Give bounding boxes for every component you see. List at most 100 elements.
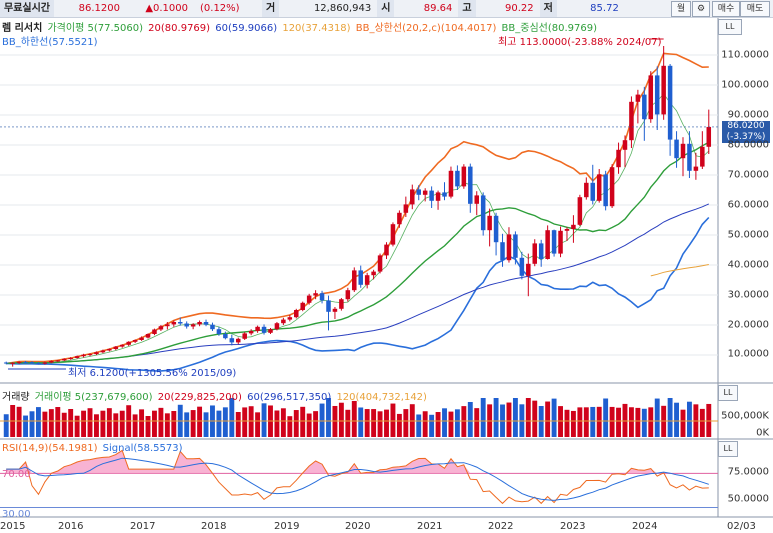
bb-lower-line — [6, 216, 710, 372]
volume-bar — [190, 410, 196, 437]
price-y-tick: 60.0000 — [727, 199, 769, 211]
volume-bar — [306, 413, 312, 437]
volume-bar — [100, 410, 106, 437]
volume-bar — [197, 406, 203, 437]
candle-body — [622, 140, 628, 150]
volume-bar — [222, 407, 228, 437]
volume-bar — [442, 408, 447, 437]
candle-body — [10, 362, 15, 364]
candle-body — [61, 358, 67, 361]
gear-icon[interactable]: ⚙ — [692, 1, 710, 17]
volume-bar — [525, 398, 531, 437]
volume-bar — [48, 409, 54, 437]
volume-bar — [384, 409, 389, 437]
low-label: 저 — [539, 0, 557, 17]
volume-bar — [313, 411, 319, 437]
candle-body — [306, 295, 312, 303]
candle-body — [487, 215, 492, 231]
high-value: 90.22 — [504, 3, 534, 14]
volume-bar — [545, 401, 551, 437]
volume-bar — [16, 406, 22, 437]
current-price-tag-change: (-3.37%) — [726, 132, 766, 142]
x-tick: 2023 — [560, 521, 586, 532]
open-value: 89.64 — [423, 3, 453, 14]
price-y-tick: 80.0000 — [727, 139, 769, 151]
volume-bar — [274, 410, 280, 437]
volume-bar — [558, 406, 563, 437]
volume-bar — [603, 398, 609, 437]
candle-body — [119, 344, 125, 347]
volume-ll-button[interactable]: LL — [718, 385, 738, 401]
sell-button[interactable]: 매도 — [740, 1, 770, 17]
candle-body — [139, 337, 144, 340]
candle-body — [506, 234, 512, 261]
candle-body — [642, 94, 647, 120]
volume-bar — [454, 409, 460, 437]
volume-bar — [248, 406, 254, 437]
volume-bar — [609, 406, 615, 437]
candle-body — [416, 189, 421, 195]
rsi-ll-button[interactable]: LL — [718, 441, 738, 457]
candle-body — [564, 229, 570, 231]
high-label: 고 — [458, 0, 476, 17]
volume-bar — [68, 409, 74, 437]
candle-body — [23, 361, 28, 363]
low-note: 최저 6.1200(+1305.56% 2015/09) — [68, 368, 237, 379]
candle-body — [81, 354, 86, 357]
ma120-line — [650, 264, 709, 277]
signal-line — [6, 457, 709, 501]
candle-body — [281, 319, 286, 324]
candle-body — [287, 317, 293, 320]
candle-body — [687, 143, 692, 171]
volume-legend-title: 거래량 — [2, 392, 30, 403]
volume-bar — [293, 410, 299, 437]
volume-bar — [641, 408, 647, 437]
rsi-level-70: 70.00 — [2, 469, 31, 480]
buy-button[interactable]: 매수 — [712, 1, 740, 17]
candle-body — [274, 323, 280, 330]
volume-bar — [229, 398, 235, 437]
candle-body — [661, 65, 666, 115]
candle-body — [700, 146, 705, 167]
candle-body — [513, 234, 518, 258]
ma60-line — [6, 203, 710, 364]
rsi-overbought-fill — [6, 450, 709, 474]
quote-bar: 무료실시간 86.1200 ▲0.1000 (0.12%) 거 12,860,9… — [0, 0, 773, 18]
volume-bar — [403, 409, 409, 437]
candle-body — [177, 322, 183, 324]
volume-bar — [564, 409, 570, 437]
candle-body — [332, 308, 338, 312]
price-y-tick: 30.0000 — [727, 289, 769, 301]
volume-bar — [113, 413, 119, 437]
x-tick: 2015 — [0, 521, 26, 532]
candle-body — [152, 329, 157, 334]
volume-bar — [461, 406, 467, 437]
price-legend: 렘 리서치 가격이평 5(77.5060) 20(80.9769) 60(59.… — [2, 19, 599, 34]
period-button[interactable]: 월 — [671, 1, 691, 17]
candle-body — [577, 197, 583, 225]
candle-body — [616, 149, 621, 168]
price-y-tick: 10.0000 — [727, 348, 769, 360]
candle-body — [352, 270, 357, 291]
candle-body — [629, 101, 634, 141]
x-tick: 2022 — [488, 521, 514, 532]
volume-bar — [474, 408, 480, 437]
volume-bar — [55, 407, 61, 437]
volume-bar — [3, 414, 9, 437]
candle-body — [49, 361, 54, 363]
volume-bar — [145, 416, 151, 437]
rsi-level-30: 30.00 — [2, 509, 31, 520]
volume-bar — [396, 413, 402, 437]
volume-bar — [158, 407, 164, 437]
price-change-pct: (0.12%) — [200, 3, 240, 14]
volume-bar — [326, 398, 331, 437]
volume-bar — [377, 411, 383, 437]
candle-body — [545, 230, 550, 259]
price-ll-button[interactable]: LL — [718, 19, 742, 35]
x-tick: 2017 — [130, 521, 156, 532]
volume-bar — [680, 409, 686, 437]
volume-legend: 거래량 거래이평 5(237,679,600) 20(229,825,200) … — [2, 388, 429, 403]
volume-bar — [435, 412, 441, 437]
candle-body — [609, 167, 615, 207]
